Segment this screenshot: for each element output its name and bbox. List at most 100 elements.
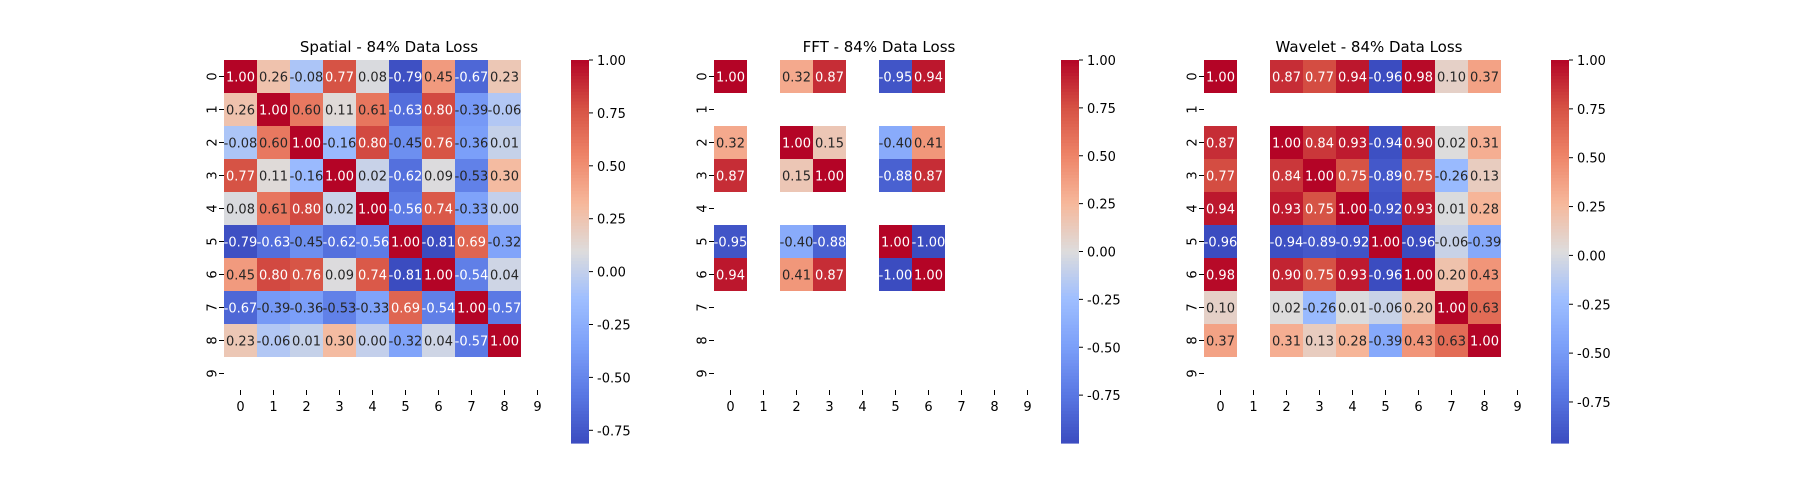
- colorbar-segment: [1061, 187, 1079, 192]
- colorbar-segment: [1061, 401, 1079, 406]
- cell-value-label: 0.20: [1437, 269, 1466, 284]
- y-tick-label: 2: [206, 138, 221, 146]
- colorbar-segment: [571, 85, 589, 90]
- heatmap-cell: [422, 93, 455, 126]
- colorbar-segment: [1061, 321, 1079, 326]
- colorbar-segment: [1551, 146, 1569, 150]
- colorbar-segment: [571, 398, 589, 403]
- cell-value-label: 0.01: [1437, 203, 1466, 218]
- colorbar-segment: [1551, 222, 1569, 227]
- colorbar-segment: [1551, 382, 1569, 387]
- heatmap-cell: [1435, 192, 1468, 225]
- colorbar-segment: [1551, 324, 1569, 329]
- colorbar-segment: [571, 296, 589, 300]
- colorbar-segment: [1551, 149, 1569, 154]
- colorbar-tick-label: -0.25: [597, 319, 631, 334]
- cell-value-label: 1.00: [1206, 71, 1235, 86]
- cell-value-label: -0.63: [389, 104, 423, 119]
- heatmap-cell: [1468, 225, 1501, 258]
- heatmap-cell: [455, 225, 488, 258]
- colorbar-segment: [1551, 152, 1569, 157]
- colorbar-segment: [1061, 398, 1079, 403]
- colorbar-segment: [1551, 302, 1569, 307]
- cell-value-label: 0.80: [292, 203, 321, 218]
- colorbar-segment: [1551, 299, 1569, 304]
- colorbar-segment: [1061, 315, 1079, 320]
- cell-value-label: 0.10: [1206, 302, 1235, 317]
- heatmap-cell: [912, 159, 945, 192]
- cell-value-label: -0.67: [224, 302, 258, 317]
- x-tick-label: 3: [1315, 400, 1323, 415]
- colorbar-segment: [571, 277, 589, 281]
- colorbar-segment: [1551, 95, 1569, 99]
- colorbar-tick-label: -0.50: [1087, 341, 1121, 356]
- heatmap-cell: [257, 324, 290, 357]
- colorbar-segment: [1551, 155, 1569, 160]
- colorbar-segment: [1551, 353, 1569, 358]
- heatmap-cell: [813, 258, 846, 291]
- heatmap-cell: [1468, 258, 1501, 291]
- x-tick-label: 0: [1216, 400, 1224, 415]
- x-tick-label: 4: [368, 400, 376, 415]
- heatmap-cell: [1468, 126, 1501, 159]
- heatmap-cell: [714, 258, 747, 291]
- colorbar-segment: [571, 430, 589, 435]
- colorbar-segment: [1551, 283, 1569, 288]
- colorbar-tick-label: 1.00: [597, 54, 626, 69]
- cell-value-label: 0.26: [226, 104, 255, 119]
- colorbar-segment: [571, 187, 589, 192]
- heatmap-cell: [780, 126, 813, 159]
- heatmap-cell: [488, 60, 521, 93]
- colorbar-segment: [1061, 225, 1079, 230]
- colorbar-segment: [1551, 60, 1569, 64]
- cell-value-label: -0.16: [323, 137, 357, 152]
- heatmap-cell: [455, 126, 488, 159]
- colorbar-segment: [1061, 360, 1079, 364]
- heatmap-cell: [1402, 291, 1435, 324]
- heatmap-cell: [455, 159, 488, 192]
- cell-value-label: -0.79: [389, 71, 423, 86]
- colorbar: 1.00 0.75 0.50 0.25 0.00 -0.25 -0.50 -0.75: [571, 54, 631, 444]
- colorbar-segment: [1061, 241, 1079, 246]
- heatmap-cell: [1369, 324, 1402, 357]
- heatmap-cell: [1435, 291, 1468, 324]
- cell-value-label: 0.00: [490, 203, 519, 218]
- colorbar-segment: [1061, 123, 1079, 128]
- cell-value-label: 0.74: [424, 203, 453, 218]
- heatmap-cell: [1336, 60, 1369, 93]
- colorbar-segment: [571, 411, 589, 415]
- heatmap-cell: [455, 258, 488, 291]
- cell-value-label: 0.43: [1404, 335, 1433, 350]
- colorbar-segment: [571, 235, 589, 240]
- cell-value-label: 0.98: [1404, 71, 1433, 86]
- heatmap-cell: [1402, 126, 1435, 159]
- cell-value-label: -0.39: [455, 104, 489, 119]
- heatmap-cell: [1402, 192, 1435, 225]
- colorbar-segment: [571, 162, 589, 166]
- y-tick-label: 1: [1186, 105, 1201, 113]
- cell-value-label: 0.74: [358, 269, 387, 284]
- heatmap-cell: [1303, 258, 1336, 291]
- colorbar-segment: [1061, 305, 1079, 310]
- colorbar-segment: [1551, 72, 1569, 77]
- cell-value-label: -0.56: [389, 203, 423, 218]
- colorbar-segment: [1061, 427, 1079, 431]
- colorbar-segment: [1061, 174, 1079, 179]
- colorbar-segment: [1551, 427, 1569, 431]
- colorbar-segment: [1551, 379, 1569, 383]
- x-tick-label: 6: [1414, 400, 1422, 415]
- colorbar-segment: [571, 114, 589, 119]
- colorbar-tick-label: 0.75: [1087, 102, 1116, 117]
- cell-value-label: -0.63: [257, 236, 291, 251]
- heatmap-cell: [1336, 225, 1369, 258]
- heatmap-cell: [389, 126, 422, 159]
- colorbar-segment: [1551, 414, 1569, 419]
- cell-value-label: 0.80: [424, 104, 453, 119]
- colorbar-segment: [571, 280, 589, 285]
- y-tick-label: 7: [1186, 303, 1201, 311]
- heatmap-cell: [1270, 225, 1303, 258]
- cell-value-label: -0.16: [290, 170, 324, 185]
- cell-value-label: 1.00: [815, 170, 844, 185]
- cell-value-label: 0.90: [1272, 269, 1301, 284]
- cell-value-label: 0.75: [1338, 170, 1367, 185]
